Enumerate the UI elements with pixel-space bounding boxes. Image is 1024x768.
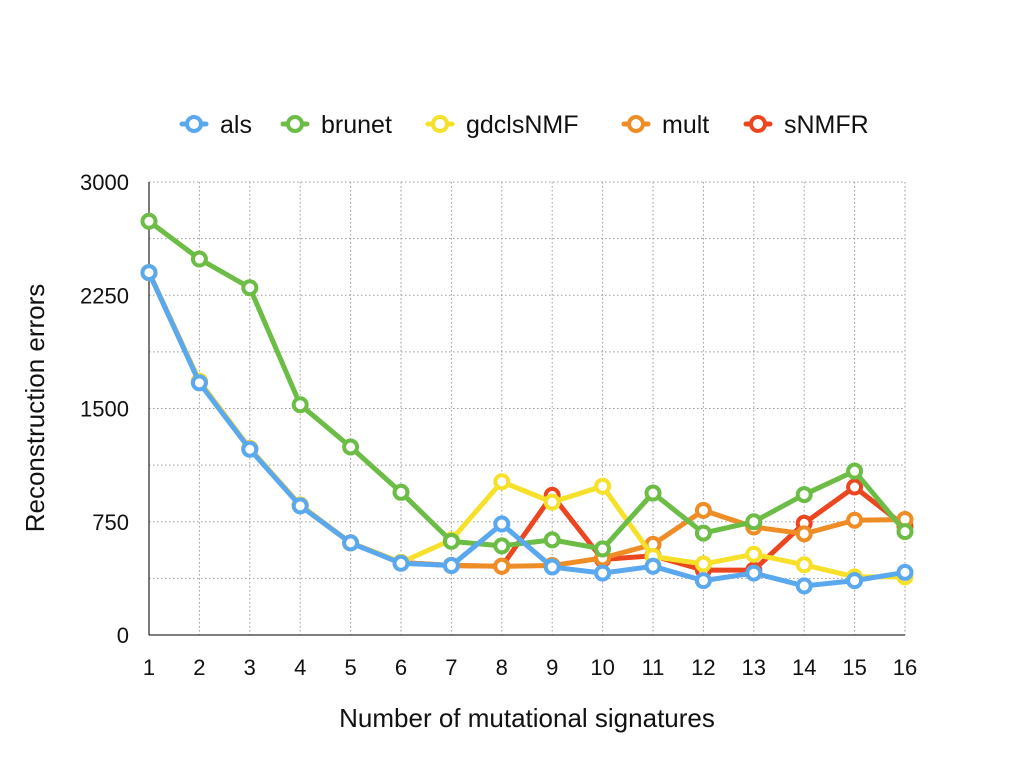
data-point — [896, 563, 914, 581]
data-point — [846, 478, 864, 496]
data-point — [896, 523, 914, 541]
data-point — [846, 572, 864, 590]
legend-item-mult: mult — [621, 111, 709, 139]
legend-marker — [185, 115, 203, 133]
data-point — [493, 515, 511, 533]
data-point — [392, 483, 410, 501]
data-point — [543, 493, 561, 511]
data-point — [342, 534, 360, 552]
y-tick-label: 750 — [92, 510, 129, 535]
legend-marker — [749, 115, 767, 133]
data-point — [291, 497, 309, 515]
data-point — [442, 532, 460, 550]
x-tick-label: 2 — [193, 655, 205, 680]
data-point — [291, 396, 309, 414]
data-point — [190, 250, 208, 268]
data-point — [594, 477, 612, 495]
x-tick-label: 9 — [546, 655, 558, 680]
y-tick-label: 1500 — [80, 397, 129, 422]
data-point — [140, 212, 158, 230]
axes — [148, 182, 905, 636]
series-als — [140, 264, 914, 595]
legend-item-gdclsnmf: gdclsNMF — [425, 111, 579, 139]
x-tick-label: 7 — [445, 655, 457, 680]
data-point — [594, 564, 612, 582]
series-line — [146, 270, 908, 589]
data-point — [543, 531, 561, 549]
x-tick-label: 6 — [395, 655, 407, 680]
x-tick-label: 16 — [893, 655, 917, 680]
legend-label: als — [220, 111, 252, 139]
x-tick-label: 14 — [792, 655, 816, 680]
x-tick-label: 8 — [496, 655, 508, 680]
data-point — [190, 374, 208, 392]
series-line — [146, 218, 908, 552]
data-point — [795, 577, 813, 595]
x-tick-label: 3 — [244, 655, 256, 680]
legend-item-brunet: brunet — [280, 111, 392, 139]
data-point — [795, 525, 813, 543]
data-point — [745, 545, 763, 563]
legend-marker — [627, 115, 645, 133]
data-point — [493, 473, 511, 491]
x-tick-label: 5 — [344, 655, 356, 680]
data-point — [745, 564, 763, 582]
x-tick-label: 1 — [143, 655, 155, 680]
data-point — [543, 558, 561, 576]
x-tick-label: 11 — [642, 655, 665, 680]
data-point — [442, 557, 460, 575]
data-point — [795, 486, 813, 504]
legend-label: mult — [662, 111, 709, 139]
data-point — [644, 484, 662, 502]
data-point — [694, 572, 712, 590]
legend-label: brunet — [321, 111, 392, 139]
legend-marker — [286, 115, 304, 133]
x-tick-label: 12 — [691, 655, 715, 680]
x-tick-label: 15 — [842, 655, 866, 680]
data-point — [594, 540, 612, 558]
data-point — [694, 501, 712, 519]
data-point — [694, 555, 712, 573]
legend: als brunet gdclsNMF mult sNMFR — [179, 111, 869, 139]
y-tick-label: 0 — [117, 623, 129, 648]
legend-label: gdclsNMF — [466, 111, 579, 139]
legend-label: sNMFR — [784, 111, 869, 139]
x-tick-label: 4 — [294, 655, 306, 680]
legend-marker — [431, 115, 449, 133]
data-point — [493, 557, 511, 575]
data-point — [140, 264, 158, 282]
data-point — [694, 524, 712, 542]
x-tick-label: 10 — [590, 655, 614, 680]
x-tick-label: 13 — [742, 655, 766, 680]
data-point — [644, 557, 662, 575]
series-brunet — [140, 212, 914, 558]
y-tick-label: 2250 — [80, 283, 129, 308]
data-point — [846, 511, 864, 529]
y-tick-label: 3000 — [80, 170, 129, 195]
data-point — [342, 438, 360, 456]
series-layer — [140, 212, 914, 595]
data-point — [493, 537, 511, 555]
y-axis-title: Reconstruction errors — [20, 284, 50, 533]
legend-item-snmfr: sNMFR — [743, 111, 869, 139]
data-point — [795, 556, 813, 574]
data-point — [745, 513, 763, 531]
data-point — [241, 440, 259, 458]
data-point — [241, 279, 259, 297]
x-axis-title: Number of mutational signatures — [339, 703, 715, 733]
data-point — [392, 554, 410, 572]
legend-item-als: als — [179, 111, 252, 139]
data-point — [846, 462, 864, 480]
